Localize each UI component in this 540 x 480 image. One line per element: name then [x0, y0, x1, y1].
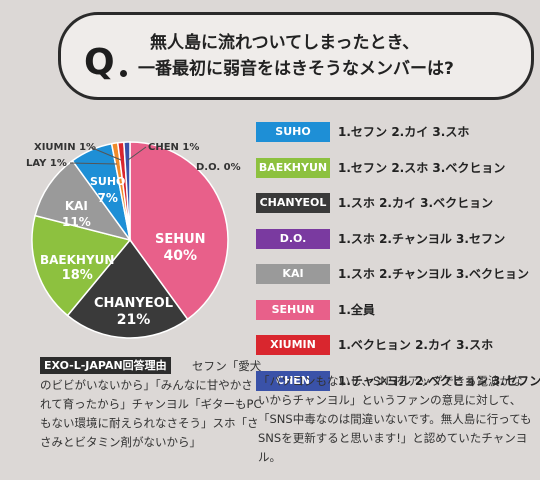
label-baekhyun-name: BAEKHYUN	[40, 253, 115, 267]
answer-text-suho: 1.セフン 2.カイ 3.スホ	[338, 125, 470, 139]
label-chanyeol-name: CHANYEOL	[94, 296, 173, 311]
question-text: 無人島に流れついてしまったとき、 一番最初に弱音をはきそうなメンバーは?	[138, 30, 510, 82]
leader-xiumin	[89, 146, 122, 161]
answer-tag-suho: SUHO	[256, 122, 330, 142]
label-suho: SUHO 7%	[90, 174, 125, 206]
answer-tag-do: D.O.	[256, 228, 330, 249]
pie-slice-baekhyun	[31, 214, 132, 317]
answer-text-chanyeol: 1.スホ 2.カイ 3.ベクヒョン	[338, 196, 494, 210]
answer-tag-chanyeol: CHANYEOL	[256, 193, 330, 213]
label-baekhyun: BAEKHYUN 18%	[40, 252, 114, 284]
leader-chen	[127, 146, 147, 161]
answer-tag-sehun: SEHUN	[256, 299, 330, 320]
label-chanyeol-pct: 21%	[116, 312, 151, 328]
answer-text-baekhyun: 1.セフン 2.スホ 3.ベクヒョン	[338, 160, 506, 175]
label-baekhyun-pct: 18%	[61, 268, 93, 283]
reason-heading: EXO-L-JAPAN回答理由	[40, 357, 171, 374]
pie-slice-sehun	[129, 141, 229, 321]
pie-slice-kai	[34, 159, 132, 242]
reason-body: セフン「愛犬のビビがいないから」「みんなに甘やかされて育ったから」チャンヨル「ギ…	[40, 359, 262, 449]
question-box	[58, 12, 534, 100]
answer-text-xiumin: 1.ベクヒョン 2.カイ 3.スホ	[338, 338, 494, 352]
answer-tag-xiumin: XIUMIN	[256, 335, 330, 355]
label-suho-pct: 7%	[97, 191, 118, 205]
question-dot	[120, 70, 127, 77]
quote-paragraph: 「パソコンもないし、SNSをアップできる電波がないからチャンヨル」というファンの…	[258, 374, 532, 464]
label-chanyeol: CHANYEOL 21%	[94, 296, 173, 328]
leader-lines	[69, 146, 147, 165]
label-suho-name: SUHO	[90, 175, 126, 188]
label-sehun: SEHUN 40%	[155, 232, 206, 264]
pie-chart	[31, 141, 229, 339]
leader-lay	[69, 162, 118, 165]
answer-text-chen: 1.チャンヨル 2.ベクヒョン 3.セフン	[338, 373, 540, 388]
answer-tag-kai: KAI	[256, 264, 330, 284]
answer-text-do: 1.スホ 2.チャンヨル 3.セフン	[338, 231, 506, 246]
label-sehun-name: SEHUN	[155, 232, 206, 247]
pie-slice-chanyeol	[66, 238, 189, 339]
label-xiumin: XIUMIN 1%	[34, 142, 97, 153]
question-mark: Q	[84, 42, 115, 83]
label-chen: CHEN 1%	[148, 142, 200, 153]
label-kai-name: KAI	[64, 199, 88, 213]
label-kai-pct: 11%	[62, 215, 91, 229]
answer-text-sehun: 1.全員	[338, 302, 375, 317]
label-sehun-pct: 40%	[163, 248, 198, 264]
question-line-1: 無人島に流れついてしまったとき、	[150, 33, 420, 53]
answer-text-kai: 1.スホ 2.チャンヨル 3.ベクヒョン	[338, 267, 529, 281]
answer-tag-baekhyun: BAEKHYUN	[256, 157, 330, 178]
label-lay: LAY 1%	[26, 158, 67, 169]
label-kai: KAI 11%	[62, 198, 91, 230]
label-do: D.O. 0%	[196, 162, 241, 173]
question-line-2: 一番最初に弱音をはきそうなメンバーは?	[138, 59, 454, 79]
answer-tag-chen: CHEN	[256, 370, 330, 391]
pie-slice-chen	[123, 141, 131, 241]
